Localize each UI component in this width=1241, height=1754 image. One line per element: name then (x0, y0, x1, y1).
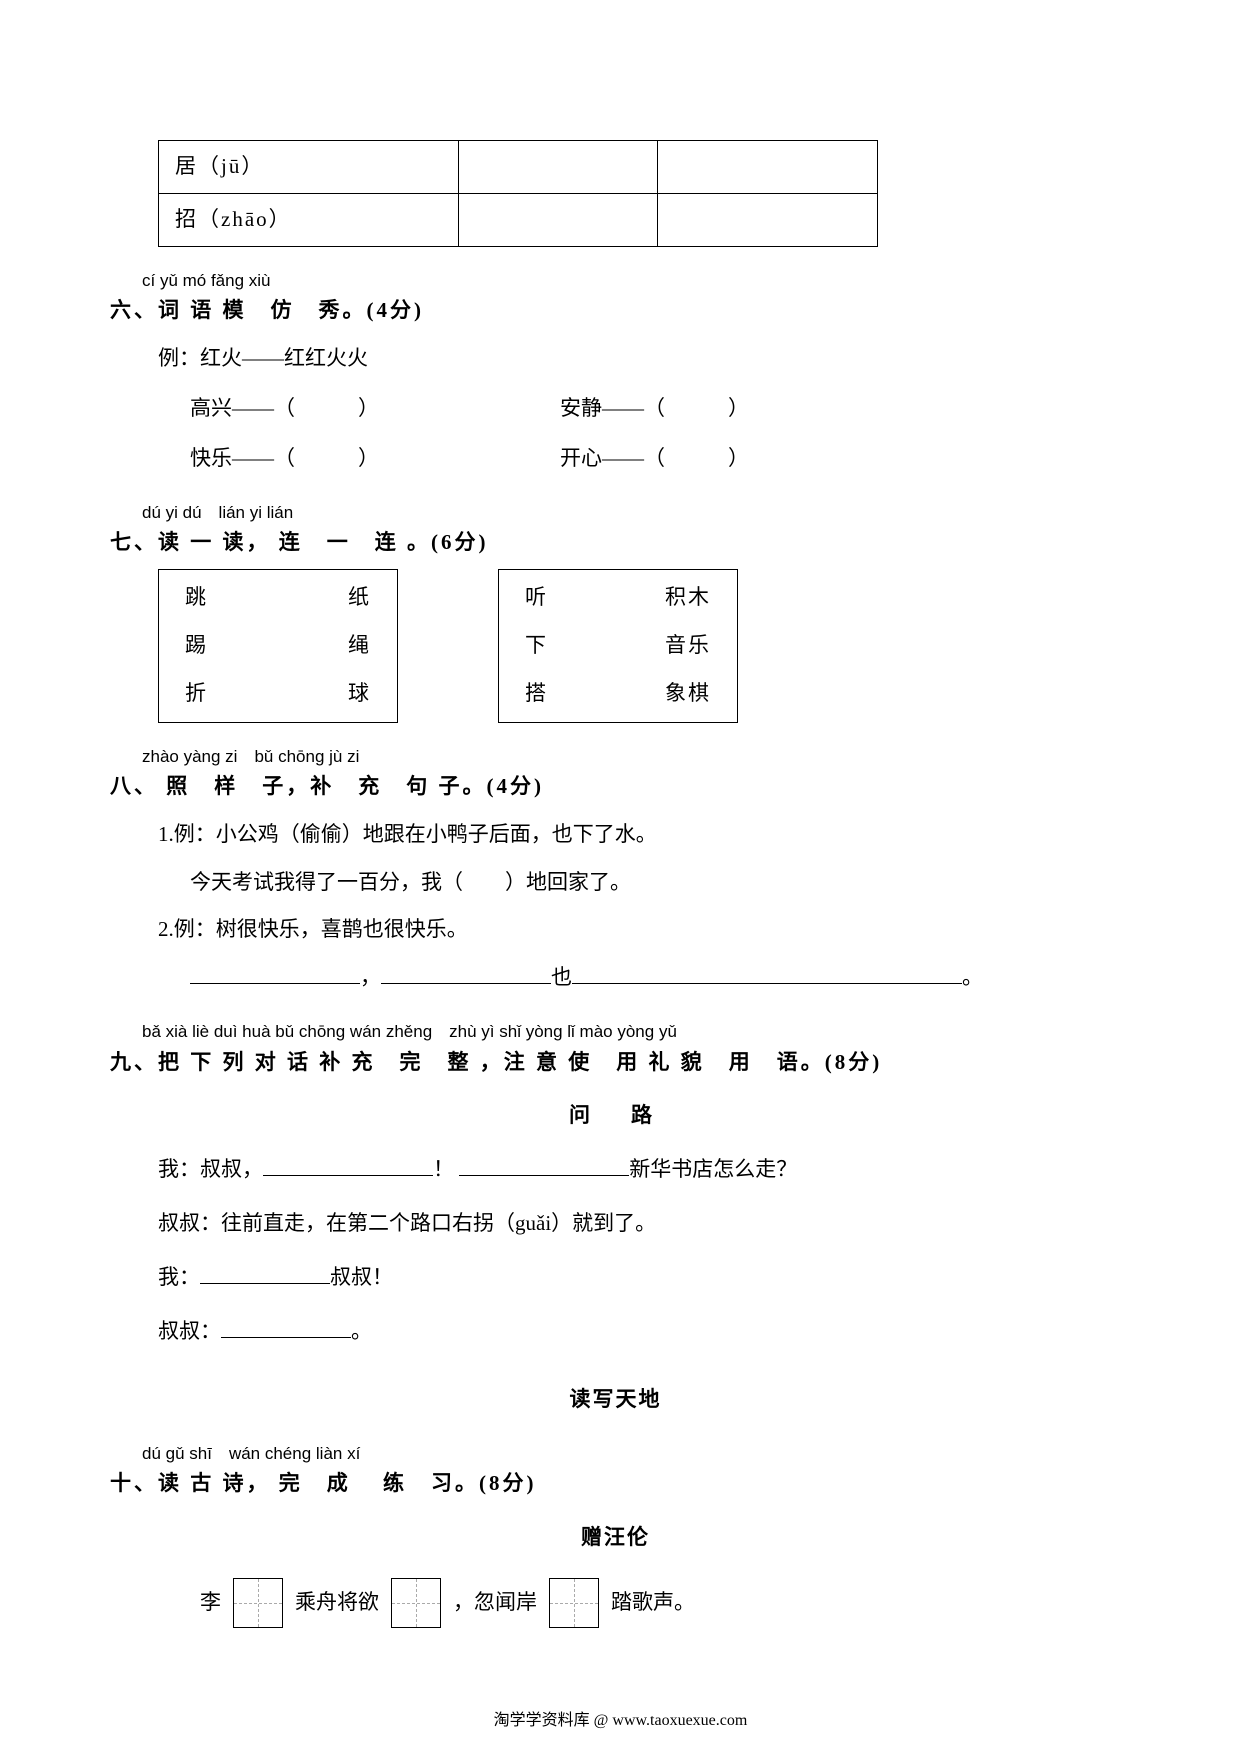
poem-text: 李 (200, 1583, 221, 1623)
match-b: 球 (348, 674, 371, 714)
section-6: cí yǔ mó fǎng xiù 六、词 语 模 仿 秀。(4分) 例：红火—… (110, 265, 1121, 479)
blank[interactable] (381, 962, 551, 984)
section-8: zhào yàng zi bǔ chōng jù zi 八、 照 样 子，补 充… (110, 741, 1121, 999)
dialog-title: 问 路 (110, 1096, 1121, 1136)
q2-fill: ，也。 (190, 958, 1121, 998)
blank[interactable] (221, 1316, 351, 1338)
example-text: 例：红火——红红火火 (158, 339, 1121, 379)
table-cell (458, 193, 658, 246)
fill-mid: 也 (551, 965, 572, 989)
match-row: 听 积木 (519, 574, 717, 622)
dialog-text: 新华书店怎么走？ (629, 1157, 797, 1181)
match-row: 下 音乐 (519, 622, 717, 670)
match-a: 折 (185, 674, 208, 714)
section-heading: 六、词 语 模 仿 秀。(4分) (110, 291, 1121, 331)
q1-fill: 今天考试我得了一百分，我（ ）地回家了。 (190, 863, 1121, 903)
table-row: 居（jū） (159, 141, 878, 194)
dialog-text: 叔叔： (158, 1319, 221, 1343)
poem-line: 李 乘舟将欲 ，忽闻岸 踏歌声。 (200, 1578, 1121, 1628)
match-a: 听 (525, 578, 548, 618)
section-7: dú yi dú lián yi lián 七、读 一 读， 连 一 连 。(6… (110, 497, 1121, 723)
blank[interactable] (200, 1262, 330, 1284)
table-cell (658, 193, 878, 246)
blank[interactable] (190, 962, 360, 984)
dialog-text: 。 (351, 1319, 372, 1343)
q1-example: 1.例：小公鸡（偷偷）地跟在小鸭子后面，也下了水。 (158, 815, 1121, 855)
match-box-left: 跳纸 踢绳 折球 (158, 569, 398, 723)
match-a: 下 (525, 626, 548, 666)
dialog-line-2: 叔叔：往前直走，在第二个路口右拐（guǎi）就到了。 (158, 1204, 1121, 1244)
pair-left: 快乐——（ ） (190, 439, 560, 479)
poem-text: 踏歌声。 (611, 1583, 695, 1623)
pair-left: 高兴——（ ） (190, 389, 560, 429)
table-cell (658, 141, 878, 194)
section-mid-title: 读写天地 (110, 1380, 1121, 1420)
dialog-text: 叔叔！ (330, 1265, 393, 1289)
section-heading: 十、读 古 诗， 完 成 练 习。(8分) (110, 1464, 1121, 1504)
pair-row: 快乐——（ ） 开心——（ ） (190, 439, 1121, 479)
match-b: 积木 (665, 578, 711, 618)
blank[interactable] (263, 1154, 433, 1176)
match-b: 音乐 (665, 626, 711, 666)
poem-text: ，忽闻岸 (453, 1583, 537, 1623)
table-cell: 招（zhāo） (159, 193, 459, 246)
pair-right: 开心——（ ） (560, 439, 860, 479)
character-table: 居（jū） 招（zhāo） (158, 140, 878, 247)
dialog-line-1: 我：叔叔， ！ 新华书店怎么走？ (158, 1150, 1121, 1190)
match-row: 跳纸 (179, 574, 377, 622)
poem-text: 乘舟将欲 (295, 1583, 379, 1623)
table-cell: 居（jū） (159, 141, 459, 194)
dialog-text: ！ (433, 1157, 454, 1181)
match-a: 踢 (185, 626, 208, 666)
match-row: 搭 象棋 (519, 670, 717, 718)
section-10: dú gǔ shī wán chéng liàn xí 十、读 古 诗， 完 成… (110, 1438, 1121, 1628)
char-box[interactable] (549, 1578, 599, 1628)
dialog-text: 我： (158, 1265, 200, 1289)
match-box-right: 听 积木 下 音乐 搭 象棋 (498, 569, 738, 723)
match-a: 搭 (525, 674, 548, 714)
char-box[interactable] (391, 1578, 441, 1628)
table-cell (458, 141, 658, 194)
dialog-line-4: 叔叔： 。 (158, 1312, 1121, 1352)
pair-row: 高兴——（ ） 安静——（ ） (190, 389, 1121, 429)
dialog-text: 我：叔叔， (158, 1157, 263, 1181)
match-b: 象棋 (665, 674, 711, 714)
pair-right: 安静——（ ） (560, 389, 860, 429)
poem-title: 赠汪伦 (110, 1518, 1121, 1558)
section-heading: 九、把 下 列 对 话 补 充 完 整 ，注 意 使 用 礼 貌 用 语。(8分… (110, 1043, 1121, 1083)
matching-container: 跳纸 踢绳 折球 听积木 下音乐 搭象棋 (158, 569, 1121, 723)
match-a: 跳 (185, 578, 208, 618)
blank[interactable] (459, 1154, 629, 1176)
dialog-line-3: 我： 叔叔！ (158, 1258, 1121, 1298)
match-b: 绳 (348, 626, 371, 666)
match-row: 踢绳 (179, 622, 377, 670)
match-b: 纸 (348, 578, 371, 618)
section-heading: 八、 照 样 子，补 充 句 子。(4分) (110, 767, 1121, 807)
char-box[interactable] (233, 1578, 283, 1628)
section-heading: 七、读 一 读， 连 一 连 。(6分) (110, 523, 1121, 563)
q2-example: 2.例：树很快乐，喜鹊也很快乐。 (158, 910, 1121, 950)
section-9: bǎ xià liè duì huà bǔ chōng wán zhěng zh… (110, 1016, 1121, 1352)
match-row: 折球 (179, 670, 377, 718)
table-row: 招（zhāo） (159, 193, 878, 246)
footer: 淘学学资料库 @ www.taoxuexue.com (0, 1706, 1241, 1736)
blank[interactable] (572, 962, 962, 984)
